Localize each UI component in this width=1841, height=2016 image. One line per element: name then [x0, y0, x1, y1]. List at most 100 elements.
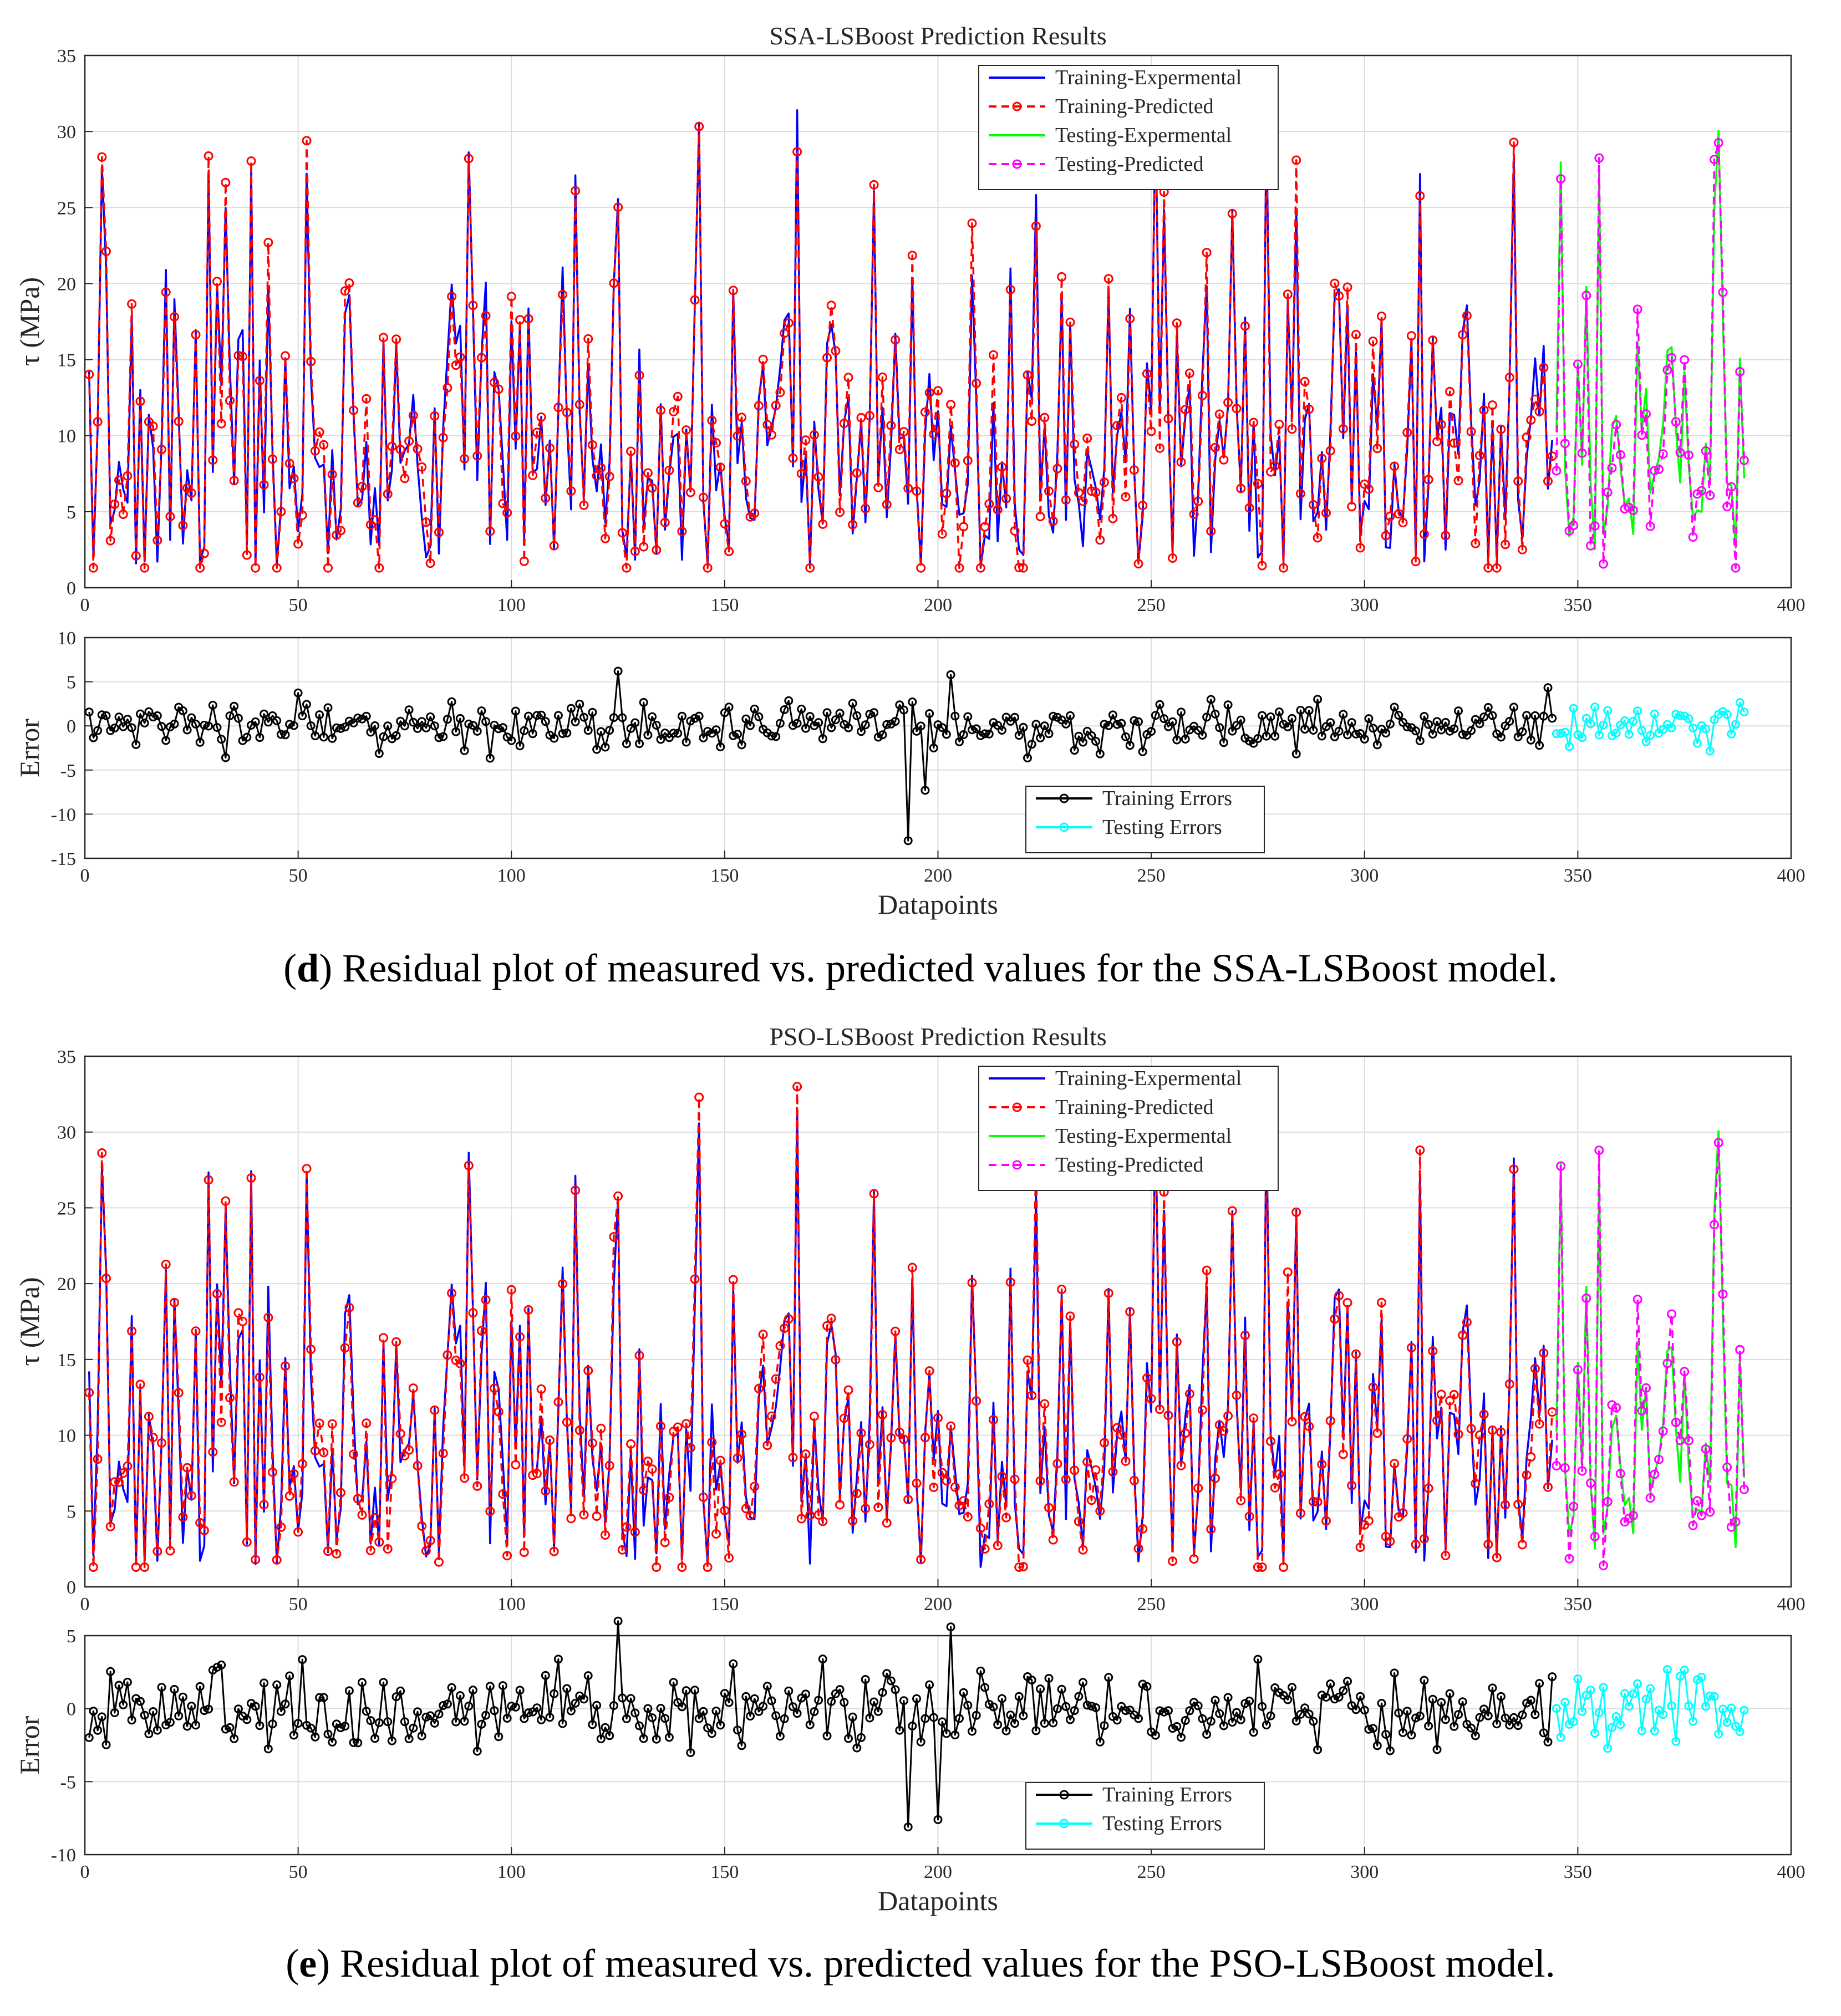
ssa-prediction-training-predicted-point [434, 527, 444, 537]
ssa-prediction-training-predicted-point [251, 563, 261, 573]
ssa-error-legend-marker [1059, 822, 1069, 832]
ssa-prediction-training-predicted-point [1279, 563, 1289, 573]
pso-error-training-error-point [959, 1688, 968, 1697]
ssa-error-training-error-point [1467, 726, 1476, 735]
pso-error-training-error-point [643, 1704, 653, 1713]
ssa-error-training-error-point [912, 726, 921, 736]
pso-error-xlabel: Datapoints [878, 1885, 998, 1916]
pso-error-testing-error-point [1560, 1698, 1570, 1707]
ssa-prediction-training-predicted-point [1031, 221, 1041, 231]
ssa-error-testing-error-point [1586, 719, 1595, 729]
pso-prediction-training-predicted-point [903, 1495, 913, 1504]
ssa-error-training-error-point [950, 711, 960, 721]
pso-error-training-error-point [1437, 1698, 1446, 1707]
ssa-prediction-training-predicted-point [1458, 330, 1468, 340]
ssa-prediction-training-predicted-point [733, 431, 742, 441]
ssa-prediction-training-predicted-point [805, 563, 815, 573]
pso-error-training-error-point [144, 1729, 154, 1739]
ssa-prediction-training-predicted-point [720, 519, 730, 529]
ssa-error-training-error-point [1228, 726, 1237, 736]
pso-prediction-training-predicted-point [596, 1423, 606, 1433]
ssa-error-training-error-point [596, 727, 606, 736]
pso-prediction-training-predicted-point [831, 1355, 841, 1365]
pso-error-training-error-point [1091, 1703, 1101, 1712]
pso-error-testing-error-point [1637, 1726, 1646, 1735]
ssa-prediction-training-predicted-point [246, 156, 256, 166]
pso-prediction-training-predicted-point [1095, 1506, 1105, 1516]
pso-error-testing-error-point [1607, 1723, 1616, 1732]
pso-error-training-error-point [1202, 1730, 1212, 1739]
pso-prediction-training-predicted-point [1313, 1497, 1323, 1507]
pso-error-testing-error-point [1689, 1717, 1698, 1726]
ssa-error-training-error-point [1356, 729, 1365, 738]
pso-error-training-error-point [955, 1714, 964, 1723]
pso-error-training-error-point [255, 1721, 265, 1730]
pso-prediction-testing-predicted-point [1615, 1469, 1625, 1479]
ssa-prediction-training-predicted-point [929, 429, 939, 439]
ssa-prediction-training-predicted-point [370, 515, 380, 525]
ssa-prediction-training-predicted-point [349, 405, 359, 415]
pso-prediction-testing-predicted-point [1590, 1531, 1600, 1541]
ssa-prediction-training-predicted-point [84, 369, 94, 379]
pso-prediction-training-predicted-point [1074, 1516, 1084, 1526]
ssa-error-training-error-point [541, 717, 550, 726]
ssa-error-training-error-point [1163, 722, 1173, 731]
ssa-error-training-error-point [528, 729, 537, 739]
ssa-error-training-error-point [1347, 718, 1356, 727]
pso-prediction-training-predicted-point [711, 1529, 721, 1539]
ssa-prediction-training-predicted-point [1517, 544, 1527, 554]
ssa-prediction-training-predicted-point [1116, 393, 1126, 403]
ssa-prediction-training-predicted-point [587, 440, 597, 450]
ssa-prediction-training-predicted-point [1313, 533, 1323, 543]
pso-prediction-training-predicted-point [780, 1323, 790, 1333]
pso-prediction-testing-predicted-point [1722, 1462, 1732, 1472]
pso-error-training-error-point [805, 1720, 815, 1729]
pso-prediction-training-predicted-point [809, 1411, 819, 1421]
ssa-prediction-training-predicted-point [1232, 404, 1242, 414]
ssa-prediction-training-predicted-point [1253, 478, 1263, 488]
pso-error-training-error-point [656, 1704, 665, 1713]
ssa-prediction-training-predicted-point [344, 278, 354, 288]
ssa-prediction-training-predicted-point [451, 360, 461, 370]
pso-prediction-training-predicted-point [413, 1461, 423, 1471]
pso-error-testing-error-point [1603, 1744, 1613, 1753]
pso-prediction-training-predicted-point [1398, 1508, 1408, 1518]
pso-prediction-training-predicted-point [818, 1516, 828, 1526]
ssa-error-testing-error-point [1684, 714, 1693, 724]
ssa-prediction-testing-predicted-point [1675, 447, 1685, 457]
ssa-error-legend-label: Training Errors [1102, 787, 1232, 810]
pso-error-training-error-point [869, 1697, 879, 1707]
pso-prediction-training-predicted-point [404, 1445, 414, 1455]
ssa-prediction-training-predicted-point [336, 526, 345, 536]
pso-error-training-error-point [1415, 1711, 1425, 1720]
pso-prediction-xtick-label: 350 [1564, 1594, 1592, 1615]
ssa-prediction-xtick-label: 150 [710, 595, 739, 615]
pso-prediction-training-predicted-point [682, 1419, 691, 1429]
ssa-error-training-error-point [455, 714, 465, 723]
ssa-prediction-training-predicted-point [204, 151, 213, 161]
ssa-error-training-error-point [916, 721, 925, 731]
ssa-error-training-error-point [131, 740, 141, 749]
ssa-prediction-testing-predicted-point [1611, 420, 1621, 430]
pso-error-training-error-point [1027, 1676, 1036, 1685]
ssa-error-training-error-point [439, 732, 448, 741]
pso-error-training-error-point [929, 1713, 938, 1722]
pso-prediction-testing-predicted-point [1671, 1417, 1681, 1427]
ssa-error-training-error-point [1394, 711, 1403, 720]
ssa-prediction-training-predicted-point [737, 413, 747, 422]
pso-prediction-xtick-label: 200 [924, 1594, 952, 1615]
pso-prediction-training-predicted-point [1142, 1373, 1152, 1383]
ssa-prediction-training-predicted-point [1474, 451, 1484, 461]
ssa-prediction-training-predicted-point [715, 462, 725, 472]
pso-prediction-training-predicted-point [242, 1537, 252, 1547]
ssa-error-testing-error-point [1578, 733, 1587, 742]
ssa-error-training-error-point [754, 712, 764, 721]
ssa-prediction-training-predicted-point [88, 563, 98, 573]
pso-error-training-error-point [374, 1718, 384, 1727]
pso-error-training-error-point [1402, 1707, 1412, 1716]
ssa-prediction-training-predicted-point [408, 410, 418, 420]
ssa-error-training-error-point [750, 704, 759, 714]
pso-error-testing-error-point [1705, 1691, 1715, 1701]
ssa-prediction-training-predicted-point [882, 500, 892, 510]
ssa-error-training-error-point [601, 742, 610, 752]
